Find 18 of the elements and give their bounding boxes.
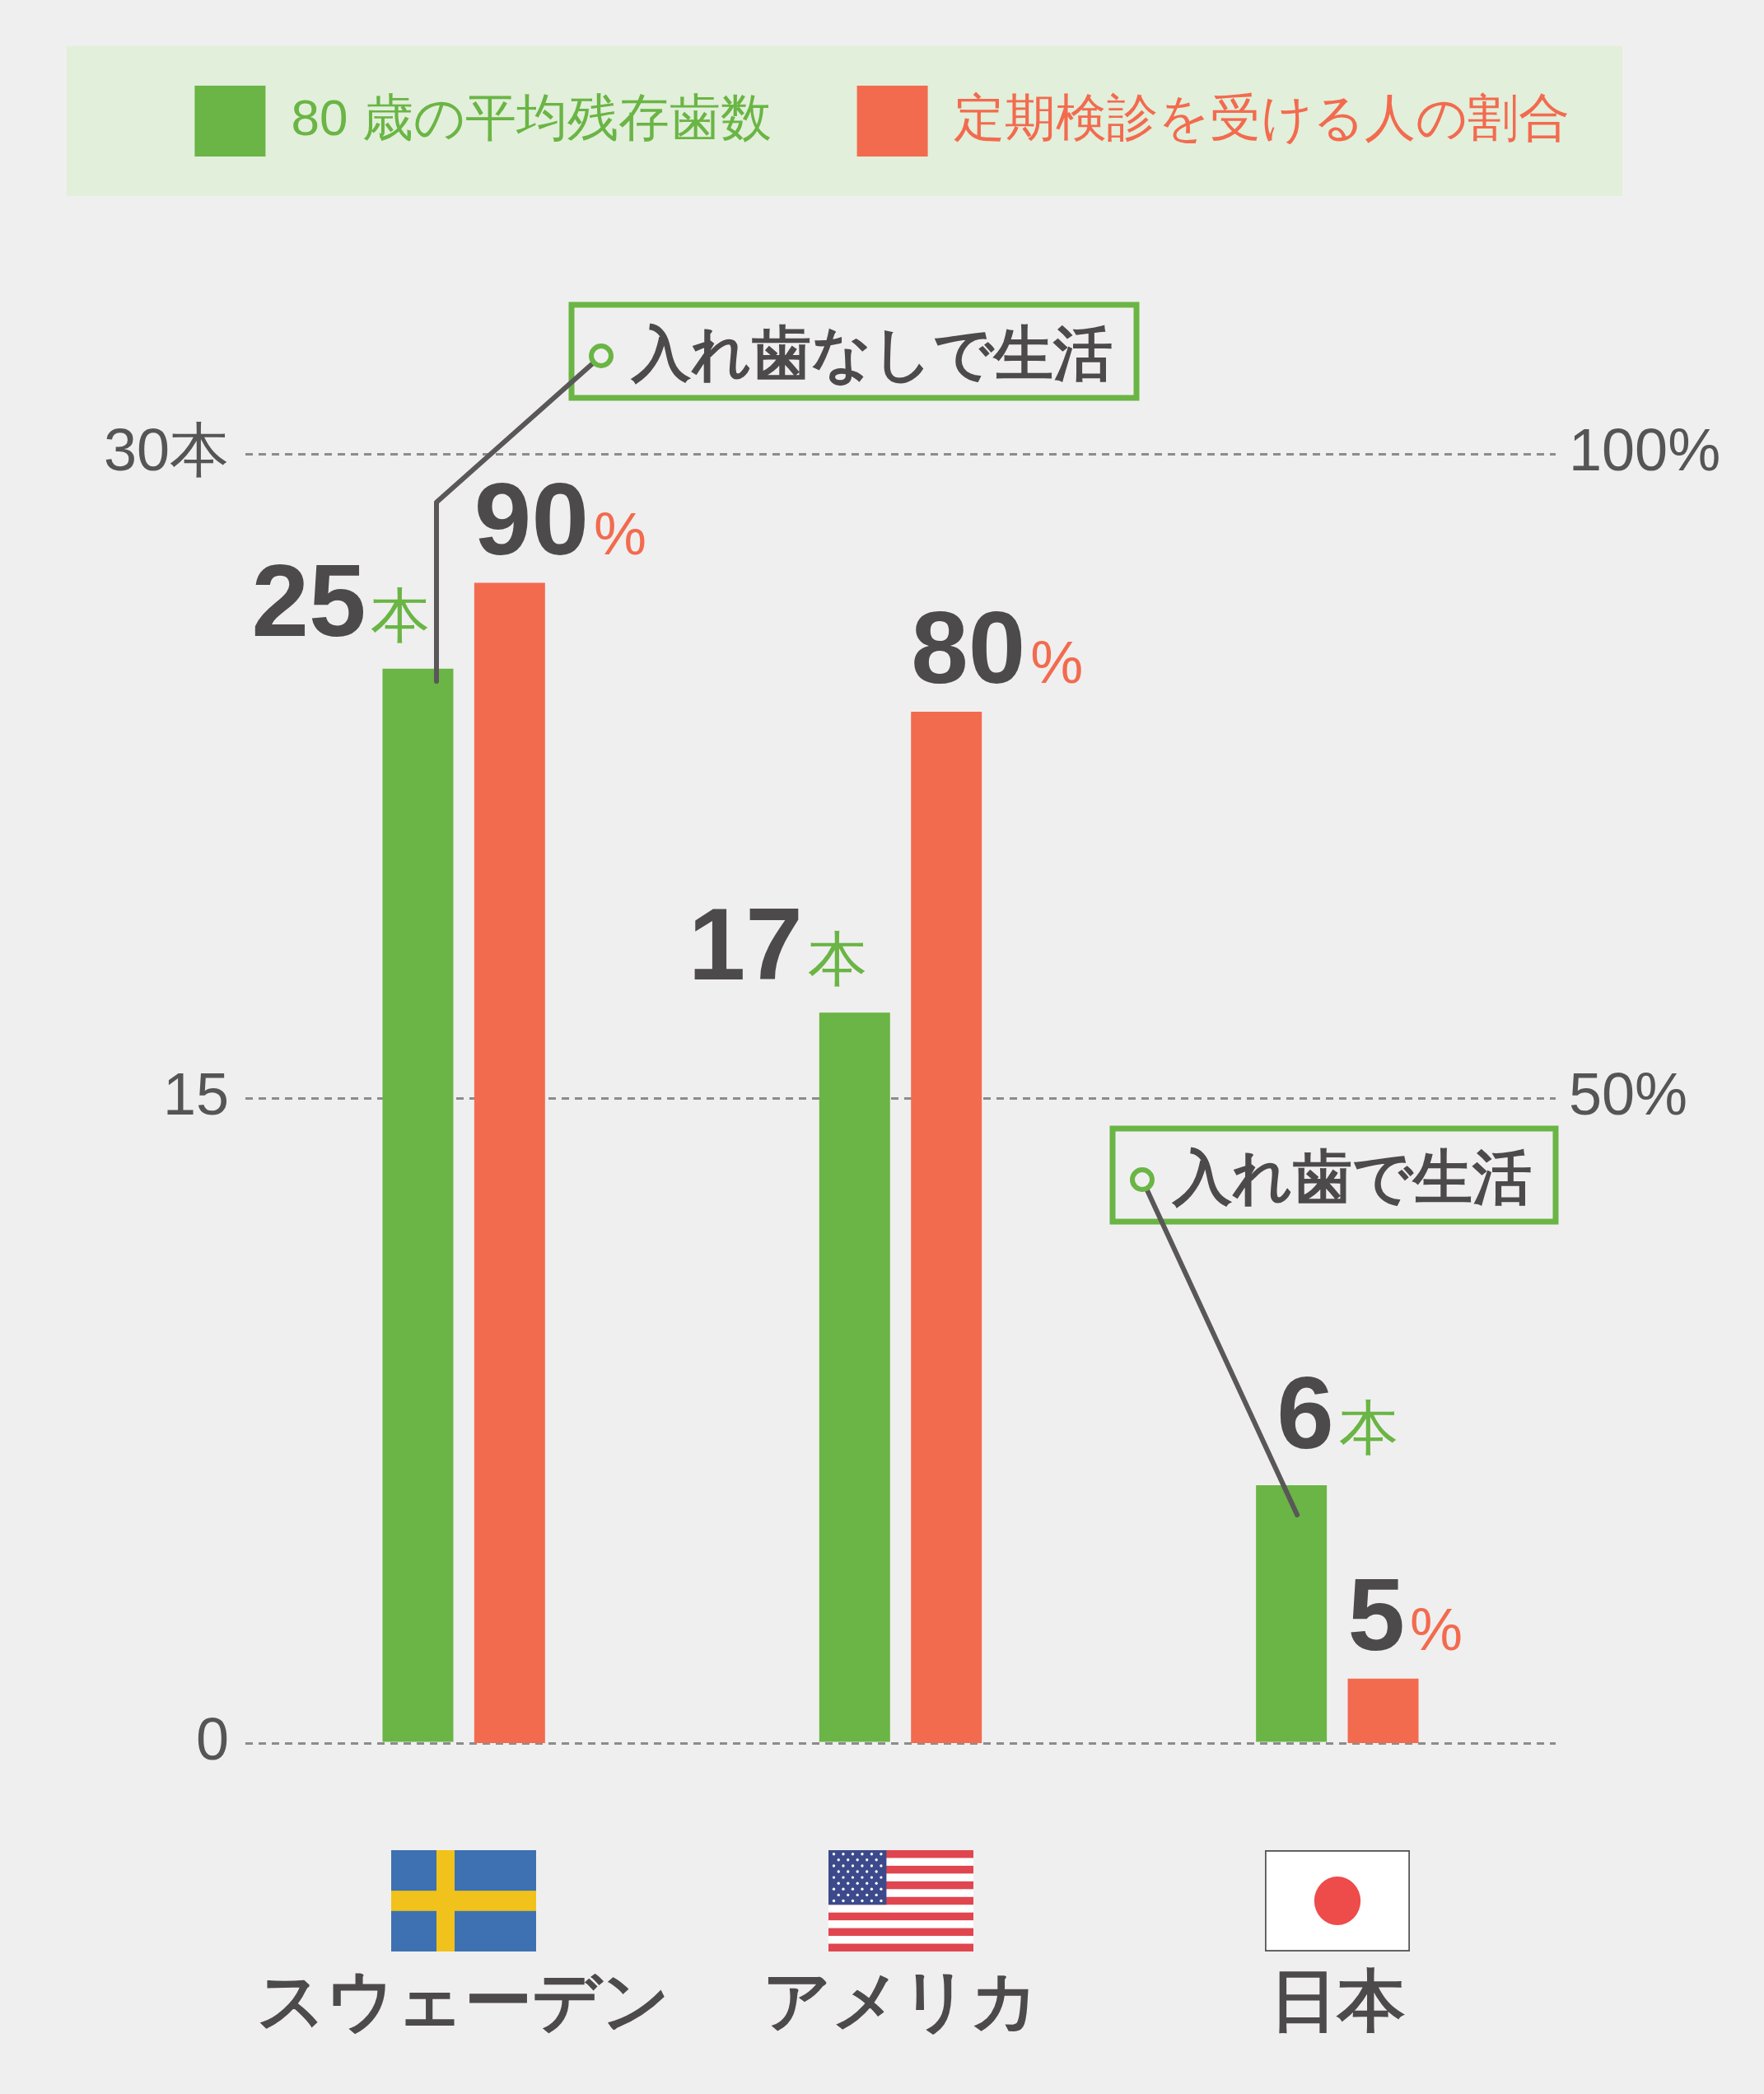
- data-label: 25本: [251, 542, 431, 657]
- data-label: 17本: [688, 886, 867, 1002]
- data-label: 5%: [1347, 1556, 1463, 1671]
- y2-tick-label: 50%: [1569, 1061, 1688, 1128]
- y-tick-label: 0: [195, 1705, 229, 1772]
- legend-label: 定期検診を受ける人の割合: [953, 89, 1570, 147]
- y-tick-label: 15: [162, 1061, 229, 1128]
- y2-tick-label: 100%: [1569, 416, 1721, 483]
- text: 入れ歯なしで生活: [630, 320, 1113, 386]
- data-label: 90%: [474, 460, 646, 576]
- data-label: 80%: [911, 590, 1084, 704]
- y-tick-label: 30本: [103, 416, 229, 483]
- legend-label: 80 歳の平均残存歯数: [291, 89, 772, 147]
- annotation: 入れ歯で生活: [1171, 1143, 1532, 1210]
- x-tick-label: スウェーデン: [257, 1962, 671, 2038]
- x-tick-label: 日本: [1269, 1962, 1405, 2038]
- data-label: 6本: [1276, 1355, 1398, 1470]
- x-tick-label: アメリカ: [762, 1962, 1039, 2038]
